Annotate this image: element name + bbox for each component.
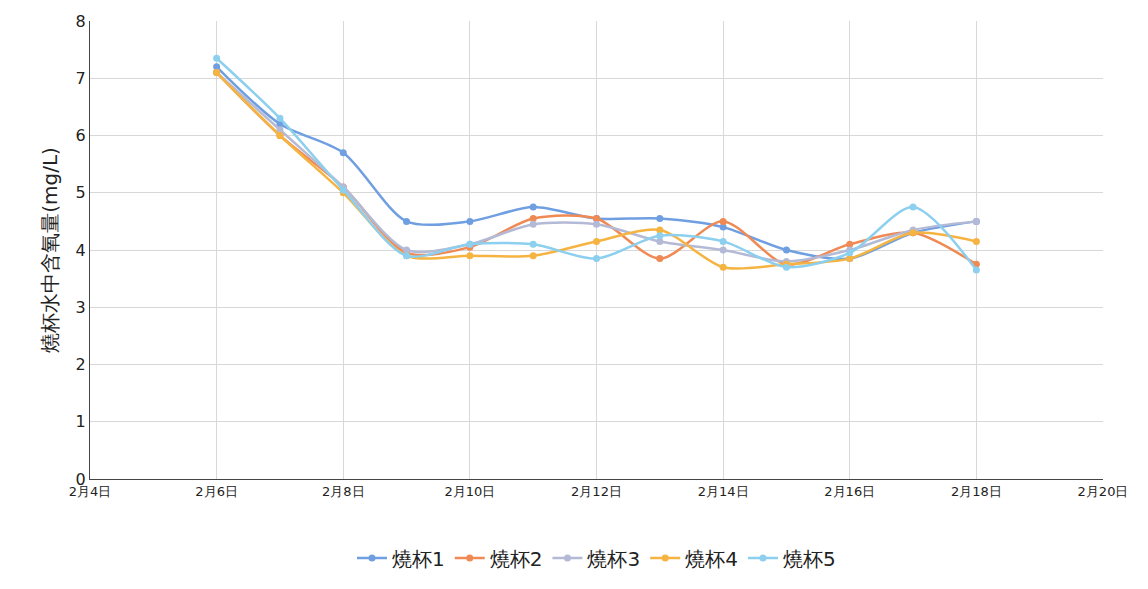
svg-text:2月18日: 2月18日 — [951, 484, 1002, 499]
svg-text:2月14日: 2月14日 — [698, 484, 749, 499]
svg-text:0: 0 — [76, 470, 86, 489]
svg-text:燒杯4: 燒杯4 — [685, 547, 738, 571]
svg-text:2月16日: 2月16日 — [824, 484, 875, 499]
svg-text:1: 1 — [76, 412, 86, 431]
svg-text:2月12日: 2月12日 — [571, 484, 622, 499]
svg-text:3: 3 — [76, 298, 86, 317]
svg-text:4: 4 — [76, 241, 86, 260]
svg-text:2月4日: 2月4日 — [69, 484, 112, 499]
svg-text:燒杯2: 燒杯2 — [490, 547, 543, 571]
svg-text:燒杯水中含氧量(mg/L): 燒杯水中含氧量(mg/L) — [38, 147, 62, 353]
svg-text:7: 7 — [76, 69, 86, 88]
svg-text:2月20日: 2月20日 — [1078, 484, 1129, 499]
svg-text:2月10日: 2月10日 — [444, 484, 495, 499]
svg-text:6: 6 — [76, 126, 86, 145]
svg-text:燒杯1: 燒杯1 — [392, 547, 445, 571]
svg-text:2月6日: 2月6日 — [195, 484, 238, 499]
svg-text:燒杯3: 燒杯3 — [587, 547, 640, 571]
svg-text:燒杯5: 燒杯5 — [783, 547, 836, 571]
svg-text:5: 5 — [76, 183, 86, 202]
svg-text:8: 8 — [76, 12, 86, 31]
svg-text:2月8日: 2月8日 — [322, 484, 365, 499]
svg-text:2: 2 — [76, 355, 86, 374]
